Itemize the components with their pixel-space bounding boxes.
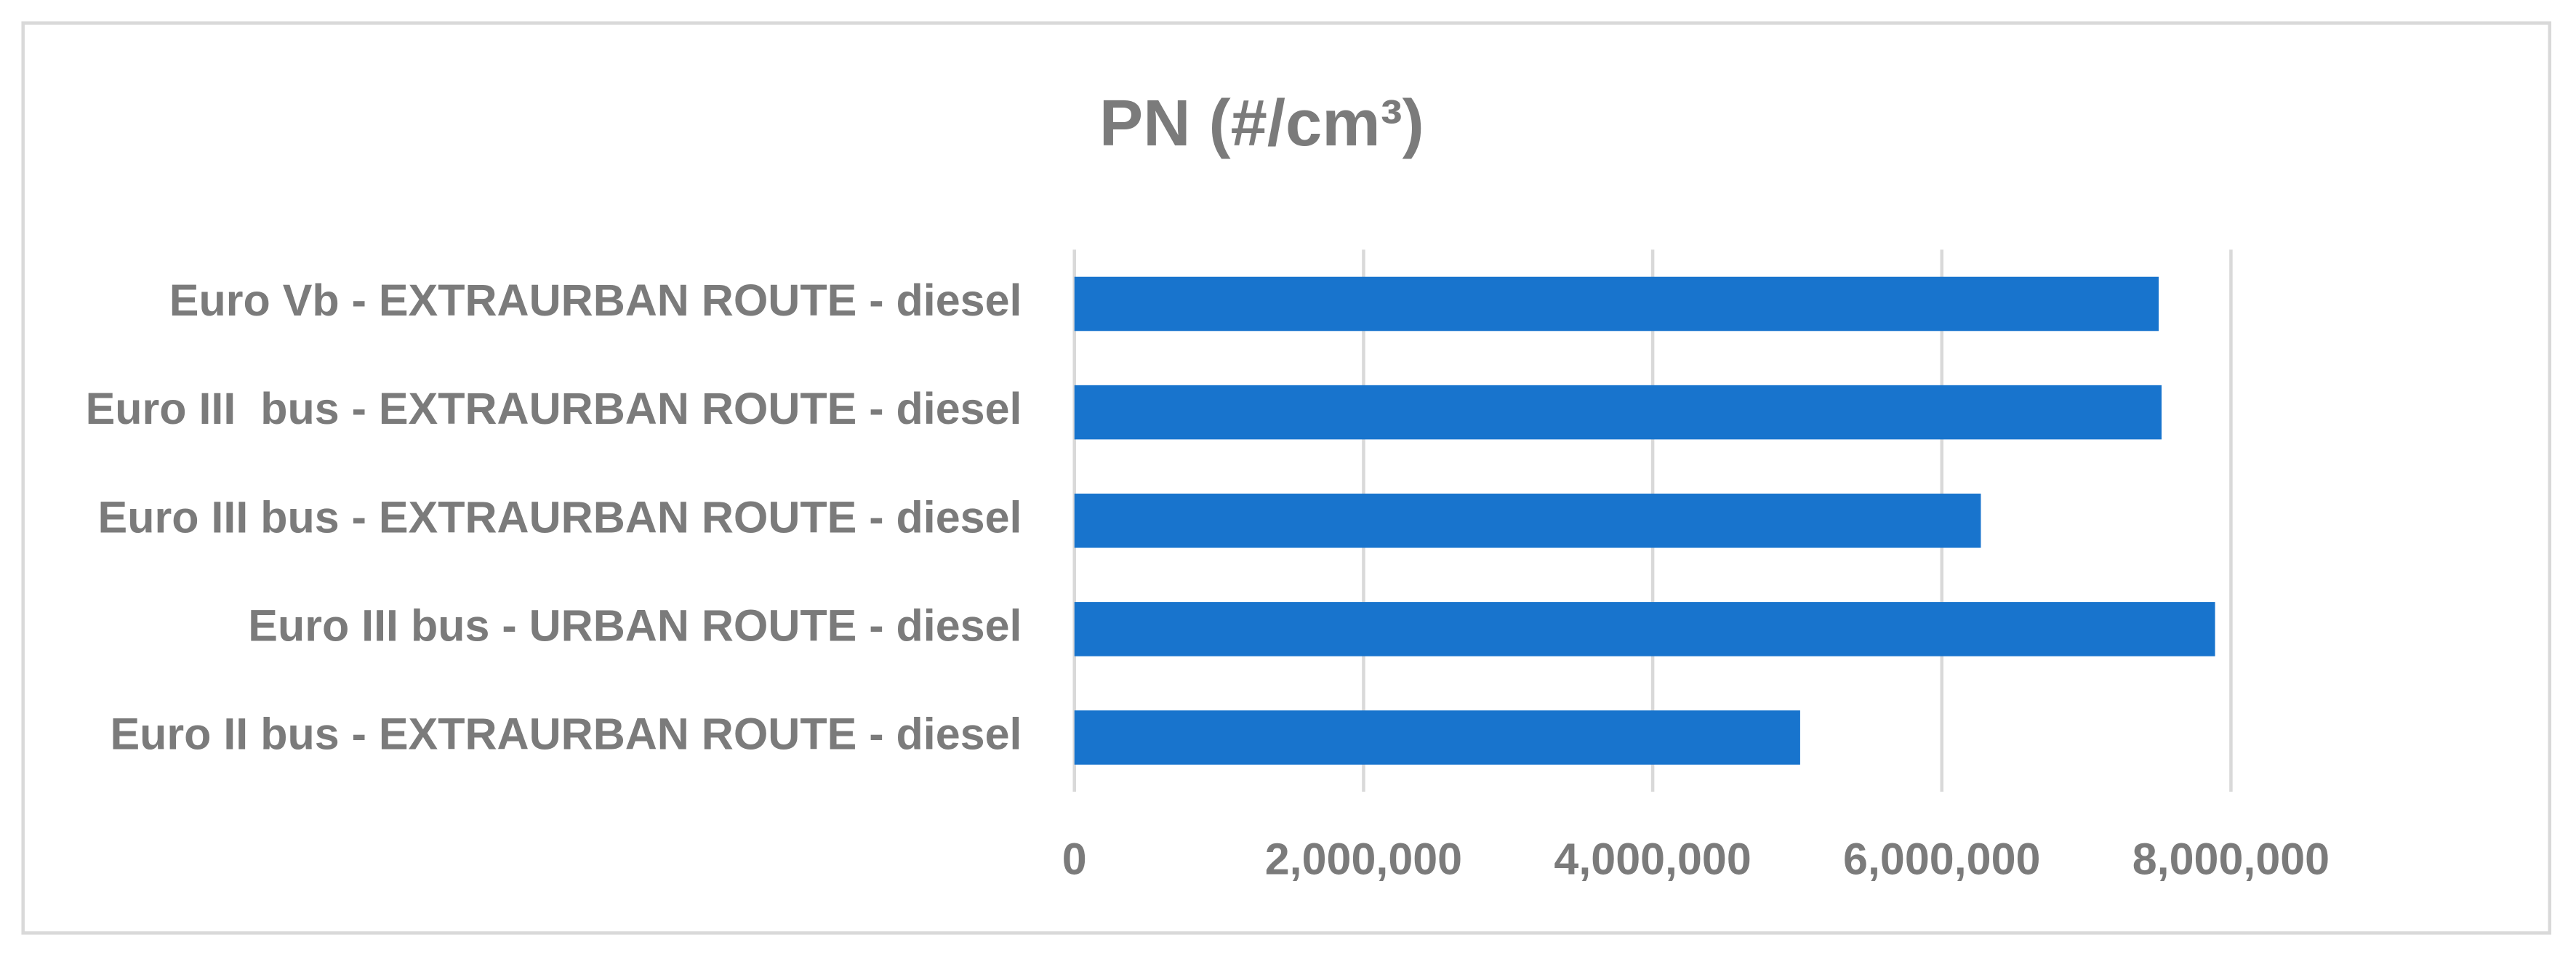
bar <box>1074 276 2159 332</box>
y-tick-label: Euro III bus - URBAN ROUTE - diesel <box>248 600 1022 650</box>
x-tick-label: 4,000,000 <box>1554 834 1751 883</box>
y-tick-label: Euro III bus - EXTRAURBAN ROUTE - diesel <box>86 384 1022 433</box>
chart-title: PN (#/cm³) <box>1099 87 1424 160</box>
x-tick-label: 6,000,000 <box>1843 834 2040 883</box>
bar <box>1074 385 2162 440</box>
x-tick-label: 2,000,000 <box>1265 834 1462 883</box>
bar <box>1074 710 1800 765</box>
y-tick-label: Euro II bus - EXTRAURBAN ROUTE - diesel <box>110 710 1022 759</box>
x-tick-label: 8,000,000 <box>2132 834 2330 883</box>
y-tick-label: Euro III bus - EXTRAURBAN ROUTE - diesel <box>98 492 1022 542</box>
bar <box>1074 602 2215 656</box>
chart-border <box>21 21 2552 935</box>
bar <box>1074 493 1981 548</box>
x-tick-label: 0 <box>1062 834 1087 883</box>
y-tick-label: Euro Vb - EXTRAURBAN ROUTE - diesel <box>169 276 1022 325</box>
